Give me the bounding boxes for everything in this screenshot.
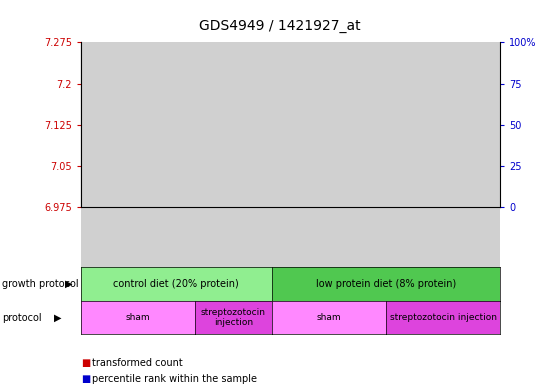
Bar [357,84,377,207]
Bar [89,48,111,207]
Text: control diet (20% protein): control diet (20% protein) [113,279,239,289]
Bar [280,125,301,207]
Text: protocol: protocol [2,313,41,323]
Bar [471,199,492,207]
Text: ■: ■ [81,358,91,368]
Text: sham: sham [126,313,150,322]
Bar [128,199,149,207]
Text: ▶: ▶ [54,313,61,323]
Bar [433,202,453,207]
Bar [395,111,415,207]
Text: streptozotocin injection: streptozotocin injection [390,313,496,322]
Text: percentile rank within the sample: percentile rank within the sample [92,374,257,384]
Bar [204,67,225,207]
Text: ■: ■ [81,374,91,384]
Text: sham: sham [316,313,341,322]
Bar [242,163,263,207]
Text: ▶: ▶ [65,279,73,289]
Text: GDS4949 / 1421927_at: GDS4949 / 1421927_at [198,19,361,33]
Bar [166,125,187,207]
Text: growth protocol: growth protocol [2,279,78,289]
Text: low protein diet (8% protein): low protein diet (8% protein) [316,279,456,289]
Text: streptozotocin
injection: streptozotocin injection [201,308,266,327]
Text: transformed count: transformed count [92,358,183,368]
Bar [318,130,339,207]
